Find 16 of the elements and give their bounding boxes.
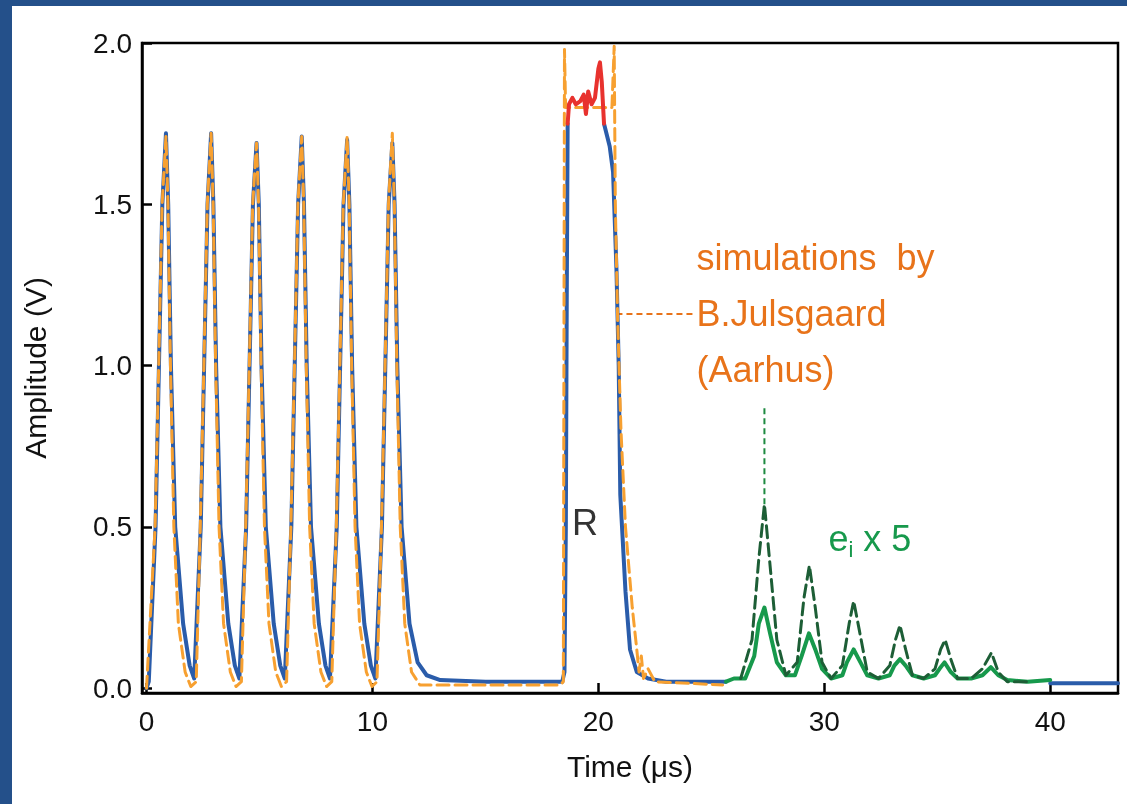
x-tick-label: 40	[1034, 705, 1066, 737]
y-axis-title: Amplitude (V)	[18, 277, 52, 459]
y-tick-label: 1.5	[93, 188, 132, 220]
annotation: simulations by B.Julsgaard (Aarhus)	[696, 237, 935, 391]
x-tick-label: 30	[808, 705, 840, 737]
y-tick-label: 0.5	[93, 511, 132, 543]
annotation: R	[572, 501, 598, 543]
line-series	[739, 502, 1030, 684]
line-series	[565, 60, 607, 126]
x-tick-label: 10	[356, 705, 389, 737]
y-tick-label: 2.0	[93, 27, 132, 59]
x-axis-title: Time (μs)	[566, 749, 694, 783]
x-tick-label: 20	[582, 705, 614, 737]
y-tick-label: 0.0	[93, 672, 132, 704]
y-tick-label: 1.0	[93, 350, 132, 382]
x-tick-label: 0	[138, 705, 155, 737]
